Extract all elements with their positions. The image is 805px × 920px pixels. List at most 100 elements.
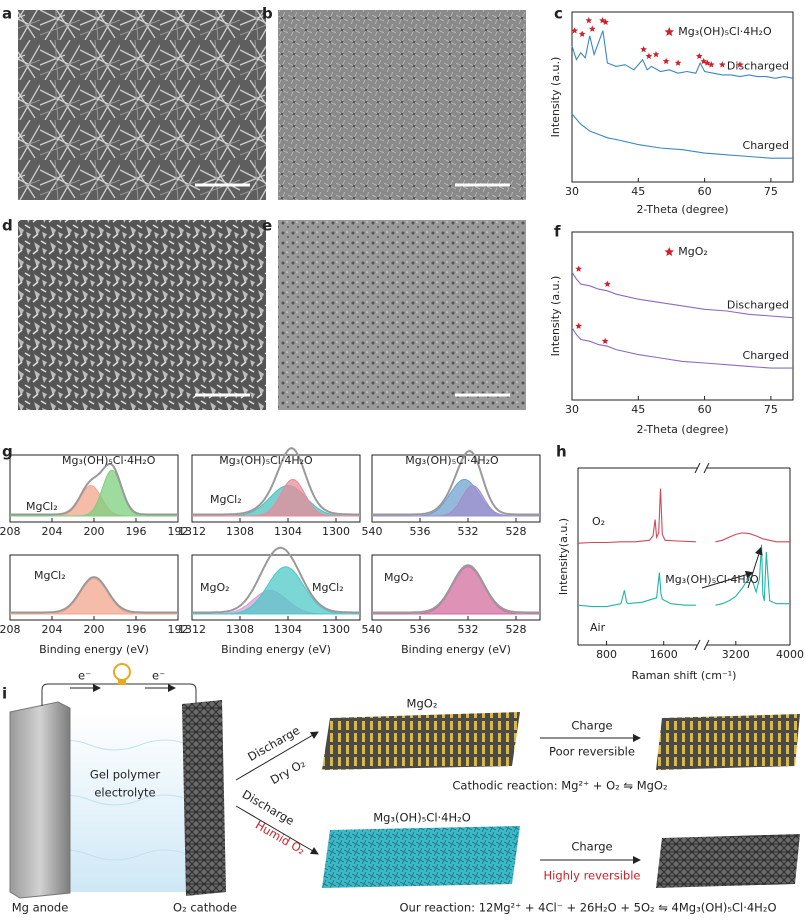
x-tick-label: 1308 — [226, 623, 254, 636]
x-tick-label: 4000 — [776, 648, 804, 661]
x-tick-label: 30 — [565, 403, 579, 416]
peak-marker — [703, 59, 711, 66]
x-tick-label: 204 — [42, 623, 63, 636]
peak-marker — [696, 52, 703, 59]
plot-frame — [571, 231, 794, 401]
reaction-label: Our reaction: 12Mg²⁺ + 4Cl⁻ + 26H₂O + 5O… — [400, 901, 777, 915]
mgo2-cathode — [656, 714, 800, 770]
x-tick-label: 1300 — [322, 623, 350, 636]
x-tick-label: 192 — [168, 525, 189, 538]
charge-label: Charge — [571, 840, 612, 854]
x-tick-label: 45 — [631, 403, 645, 416]
series-label: Discharged — [727, 59, 789, 72]
x-tick-label: 192 — [168, 623, 189, 636]
sem-image — [18, 220, 266, 410]
y-axis-label: Intensity (a.u.) — [549, 57, 562, 138]
peak-label: MgCl₂ — [312, 581, 344, 594]
hydrate-cathode — [322, 826, 520, 888]
y-axis-label: Intensity(a.u.) — [557, 518, 570, 595]
panel-label: e — [262, 217, 272, 235]
series-label: O₂ — [592, 515, 605, 528]
x-tick-label: 1312 — [178, 623, 206, 636]
annotation-arrow — [701, 570, 754, 589]
peak-label: MgCl₂ — [210, 493, 242, 506]
peak-marker — [602, 18, 609, 25]
peak-label: Mg₃(OH)₅Cl·4H₂O — [405, 454, 499, 467]
spectrum-line — [571, 113, 793, 159]
peak-marker — [736, 61, 744, 68]
circuit-wire — [41, 683, 197, 706]
peak-label: MgO₂ — [200, 581, 230, 594]
reversibility-label: Highly reversible — [543, 869, 640, 883]
spectrum-line — [571, 327, 793, 369]
electron-label: e⁻ — [152, 669, 165, 683]
discharge-arrow — [235, 731, 319, 781]
electrolyte-label: Gel polymer — [90, 768, 160, 782]
plot-frame — [371, 554, 541, 621]
peak-marker — [571, 27, 578, 34]
schematic: e⁻ e⁻ Gel polymer electrolyte Mg anode O… — [9, 663, 800, 915]
fit-envelope — [10, 462, 178, 516]
charge-label: Charge — [571, 719, 612, 733]
peak-marker — [589, 25, 596, 32]
spectrum-line — [571, 30, 794, 79]
peak-marker — [601, 337, 609, 344]
peak-label: MgO₂ — [384, 571, 414, 584]
sem-image — [278, 10, 526, 200]
annotation-arrow — [747, 546, 763, 589]
x-tick-label: 60 — [698, 403, 712, 416]
series-label: Charged — [743, 139, 789, 152]
fit-envelope — [192, 447, 360, 516]
x-tick-label: 208 — [0, 525, 21, 538]
product-label: Mg₃(OH)₅Cl·4H₂O — [373, 811, 471, 825]
peak-marker — [604, 280, 611, 287]
fit-component — [10, 469, 178, 517]
x-tick-label: 1308 — [226, 525, 254, 538]
panel-label: g — [2, 443, 13, 461]
x-tick-label: 60 — [698, 185, 712, 198]
annotation: Mg₃(OH)₅Cl·4H₂O — [665, 573, 759, 586]
x-tick-label: 800 — [596, 648, 617, 661]
panel-label: i — [2, 685, 7, 703]
x-tick-label: 528 — [506, 525, 527, 538]
electrolyte-label: electrolyte — [94, 786, 155, 800]
x-tick-label: 540 — [362, 525, 383, 538]
x-tick-label: 196 — [126, 525, 147, 538]
peak-marker — [707, 61, 715, 68]
electron-label: e⁻ — [78, 669, 91, 683]
fit-component — [192, 566, 360, 615]
axis-line — [703, 639, 710, 651]
x-axis-label: Raman shift (cm⁻¹) — [632, 669, 737, 682]
x-tick-label: 204 — [42, 525, 63, 538]
peak-label: MgCl₂ — [34, 569, 66, 582]
series-label: Discharged — [727, 299, 789, 312]
mg-anode — [9, 701, 71, 899]
panel-label: c — [554, 5, 563, 23]
bulb-base — [118, 680, 126, 685]
legend-label: MgO₂ — [678, 245, 708, 258]
x-axis-label: Binding energy (eV) — [221, 643, 331, 656]
x-tick-label: 536 — [410, 623, 431, 636]
condition-label: Dry O₂ — [268, 756, 308, 787]
panel-label: b — [262, 5, 273, 23]
spectrum-line — [571, 271, 794, 319]
series-label: Air — [590, 621, 606, 634]
cathode-label: O₂ cathode — [173, 901, 237, 915]
x-tick-label: 1304 — [274, 623, 302, 636]
peak-label: MgCl₂ — [26, 500, 58, 513]
legend-marker — [664, 27, 674, 36]
peak-marker — [674, 59, 682, 66]
fit-component — [192, 478, 360, 517]
bare-cathode — [656, 834, 800, 888]
x-tick-label: 528 — [506, 623, 527, 636]
peak-marker — [719, 61, 726, 68]
x-axis-label: 2-Theta (degree) — [636, 203, 728, 216]
anode-label: Mg anode — [12, 901, 69, 915]
series-label: Charged — [743, 349, 789, 362]
reaction-label: Cathodic reaction: Mg²⁺ + O₂ ⇋ MgO₂ — [452, 779, 667, 793]
reversibility-label: Poor reversible — [549, 745, 635, 759]
fit-envelope — [10, 576, 178, 614]
x-tick-label: 532 — [458, 525, 479, 538]
peak-label: Mg₃(OH)₅Cl·4H₂O — [62, 454, 156, 467]
